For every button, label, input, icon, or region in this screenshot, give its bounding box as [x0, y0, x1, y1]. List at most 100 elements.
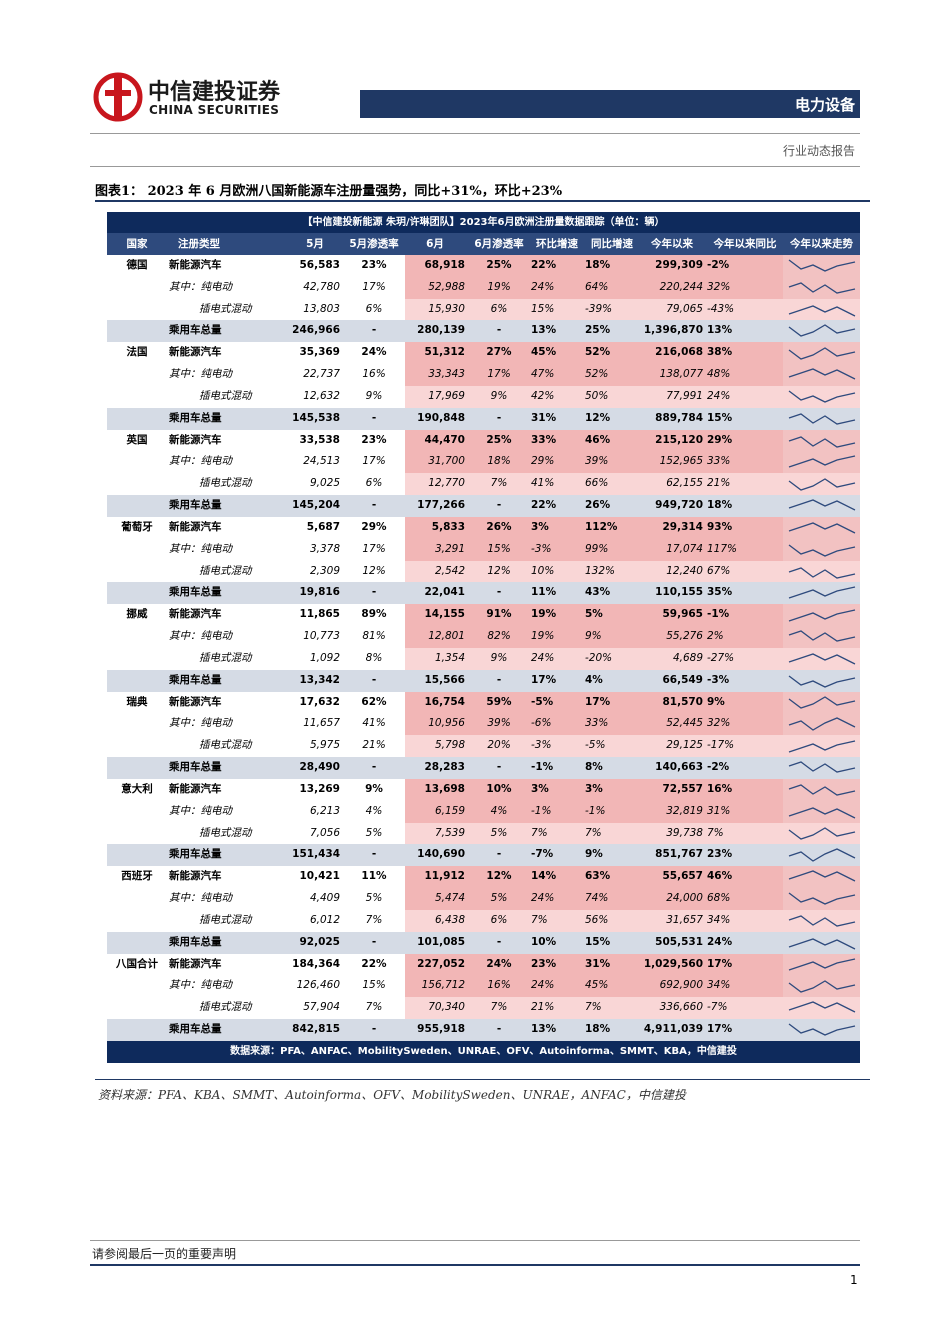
row-bg [783, 407, 860, 430]
cell-value: 39,738 [666, 826, 703, 839]
cell-value: 24% [361, 346, 387, 359]
cell-value: -7% [707, 1001, 728, 1014]
cell-value: 7% [365, 1001, 383, 1014]
cell-value: 39% [487, 717, 511, 730]
cell-value: - [371, 586, 377, 599]
cell-value: 42% [531, 389, 555, 402]
cell-value: 33% [585, 717, 609, 730]
row-type: 乘用车总量 [169, 586, 222, 599]
row-type: 乘用车总量 [169, 499, 222, 512]
cell-value: - [496, 761, 502, 774]
sparkline [788, 347, 856, 361]
cell-value: 12,801 [428, 630, 465, 643]
cell-value: 24% [531, 979, 555, 992]
sparkline [788, 653, 856, 665]
cell-value: 9% [490, 389, 508, 402]
cell-value: 12,770 [428, 477, 465, 490]
row-bg [405, 320, 783, 343]
row-bg [783, 669, 860, 692]
row-type: 新能源汽车 [169, 782, 222, 795]
sparkline [788, 413, 856, 425]
row-bg [405, 844, 783, 867]
sparkline [788, 892, 856, 905]
row-bg [783, 997, 860, 1020]
logo-emblem [93, 72, 143, 122]
cell-value: 13% [531, 324, 557, 337]
cell-value: 68% [707, 892, 731, 905]
sparkline [788, 1001, 856, 1013]
source: 资料来源：PFA、KBA、SMMT、Autoinforma、OFV、Mobili… [98, 1088, 686, 1102]
row-bg [107, 538, 405, 561]
row-type: 乘用车总量 [169, 411, 222, 424]
cell-value: -1% [531, 804, 552, 817]
cell-value: 17% [362, 455, 386, 468]
cell-value: -3% [707, 673, 730, 686]
row-type: 其中：纯电动 [169, 455, 232, 468]
sparkline [788, 938, 856, 950]
cell-value: 92,025 [299, 935, 340, 948]
cell-value: 17,074 [666, 542, 703, 555]
column-header: 国家 [126, 238, 148, 250]
row-bg [405, 757, 783, 779]
cell-value: 5,687 [306, 520, 340, 533]
cell-value: 227,052 [417, 957, 465, 970]
cell-value: 145,204 [292, 499, 340, 512]
row-type: 乘用车总量 [169, 761, 222, 774]
cell-value: -6% [531, 717, 552, 730]
sparkline [788, 566, 856, 579]
cell-value: - [371, 673, 377, 686]
row-bg [405, 778, 783, 801]
cell-value: 246,966 [292, 324, 340, 337]
row-bg [783, 691, 860, 714]
row-bg [405, 276, 783, 299]
cell-value: 505,531 [655, 935, 703, 948]
cell-value: 19% [487, 280, 511, 293]
cell-value: 336,660 [659, 1001, 703, 1014]
cell-value: 45% [585, 979, 609, 992]
cell-value: 74% [585, 892, 609, 905]
caption-bar [107, 212, 860, 233]
page-number: 1 [850, 1273, 858, 1287]
row-bg [405, 1019, 783, 1041]
sparkline [788, 740, 856, 753]
cell-value: 10% [486, 782, 512, 795]
row-bg [405, 626, 783, 648]
table: 【中信建投新能源 朱玥/许琳团队】2023年6月欧洲注册量数据跟踪（单位：辆） 国… [107, 212, 860, 1063]
row-type: 其中：纯电动 [169, 630, 232, 643]
row-bg [783, 385, 860, 408]
cell-value: 52% [585, 346, 611, 359]
cell-value: - [496, 1023, 502, 1036]
cell-value: 2,542 [434, 564, 465, 577]
row-bg [107, 560, 405, 583]
sparkline [788, 368, 856, 380]
sparkline [788, 390, 856, 403]
cell-value: 24% [531, 892, 555, 905]
cell-value: 59,965 [662, 608, 703, 621]
cell-value: 126,460 [296, 979, 340, 992]
cell-value: 77,991 [666, 389, 703, 402]
column-header: 今年以来同比 [713, 238, 777, 250]
sparkline [788, 324, 856, 338]
cell-value: 19% [531, 630, 555, 643]
rule [90, 1240, 860, 1241]
cell-value: 70,340 [428, 1001, 465, 1014]
cell-value: 39% [585, 455, 609, 468]
cell-value: 15% [531, 302, 555, 315]
cell-value: 13,698 [424, 782, 465, 795]
cell-value: 18% [585, 259, 611, 271]
sparkline [788, 499, 856, 511]
cell-value: 13,342 [299, 673, 340, 686]
cell-value: 24,513 [303, 455, 340, 468]
logo-en: CHINA SECURITIES [149, 103, 280, 117]
cell-value: 33% [707, 455, 731, 468]
cell-value: - [496, 935, 502, 948]
row-type: 插电式混动 [199, 826, 252, 839]
cell-value: 81% [362, 630, 386, 643]
cell-value: 41% [362, 717, 386, 730]
cell-value: 23% [707, 848, 733, 861]
row-bg [405, 997, 783, 1020]
column-header: 同比增速 [591, 238, 633, 250]
cell-value: 12% [585, 411, 611, 424]
cell-value: 57,904 [303, 1001, 340, 1014]
